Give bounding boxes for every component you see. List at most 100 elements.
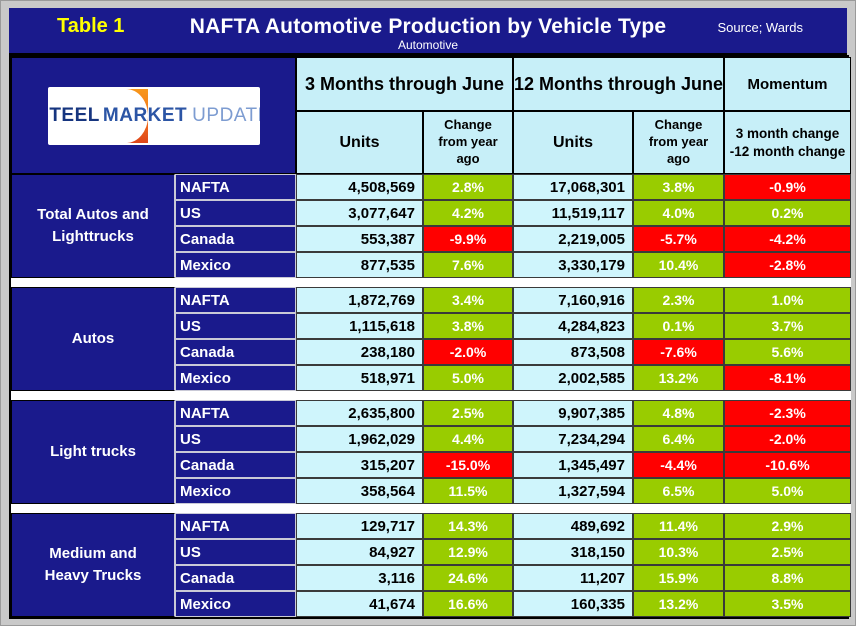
region-cell: NAFTA [175,513,296,539]
region-cell: Canada [175,452,296,478]
momentum-cell: 3.7% [724,313,851,339]
change-12mo-cell: 3.8% [633,174,724,200]
change-12mo-cell: 6.4% [633,426,724,452]
momentum-cell: -4.2% [724,226,851,252]
region-cell: US [175,313,296,339]
change-12mo-cell: 13.2% [633,365,724,391]
change-3mo-cell: 2.8% [423,174,513,200]
change-3mo-cell: 14.3% [423,513,513,539]
units-12mo-cell: 873,508 [513,339,633,365]
region-cell: NAFTA [175,174,296,200]
region-cell: US [175,539,296,565]
momentum-cell: -8.1% [724,365,851,391]
units-12mo-cell: 9,907,385 [513,400,633,426]
momentum-cell: -0.9% [724,174,851,200]
change-12mo-cell: -5.7% [633,226,724,252]
momentum-cell: 2.9% [724,513,851,539]
change-3mo-cell: 2.5% [423,400,513,426]
change-3mo-cell: 4.2% [423,200,513,226]
units-12mo-cell: 1,327,594 [513,478,633,504]
region-cell: US [175,200,296,226]
units-12mo-cell: 1,345,497 [513,452,633,478]
change-12mo-cell: 4.0% [633,200,724,226]
change-3mo-cell: 3.4% [423,287,513,313]
group-label-light-trucks: Light trucks [11,400,175,504]
change-3mo-cell: 16.6% [423,591,513,617]
change-3mo-cell: -9.9% [423,226,513,252]
group-separator [11,278,851,287]
momentum-cell: 0.2% [724,200,851,226]
momentum-cell: -2.0% [724,426,851,452]
change-12mo-cell: 15.9% [633,565,724,591]
column-header-3-months: 3 Months through June [296,57,513,111]
units-3mo-cell: 1,115,618 [296,313,423,339]
steel-market-update-logo: STEEL MARKET UPDATE [47,86,260,145]
momentum-cell: 5.6% [724,339,851,365]
region-cell: Canada [175,565,296,591]
units-12mo-cell: 7,234,294 [513,426,633,452]
units-3mo-cell: 3,116 [296,565,423,591]
change-12mo-cell: 13.2% [633,591,724,617]
page-title: NAFTA Automotive Production by Vehicle T… [189,15,667,38]
units-3mo-cell: 2,635,800 [296,400,423,426]
production-table: STEEL MARKET UPDATE 3 Months through Jun… [9,55,851,619]
units-3mo-cell: 84,927 [296,539,423,565]
change-12mo-cell: 10.4% [633,252,724,278]
momentum-cell: -10.6% [724,452,851,478]
units-3mo-cell: 518,971 [296,365,423,391]
change-3mo-cell: 12.9% [423,539,513,565]
momentum-cell: -2.8% [724,252,851,278]
change-3mo-cell: 7.6% [423,252,513,278]
change-12mo-cell: 2.3% [633,287,724,313]
units-12mo-cell: 7,160,916 [513,287,633,313]
units-3mo-cell: 1,962,029 [296,426,423,452]
units-12mo-cell: 318,150 [513,539,633,565]
units-3mo-cell: 877,535 [296,252,423,278]
units-12mo-cell: 17,068,301 [513,174,633,200]
logo-word-update: UPDATE [192,104,259,126]
region-cell: US [175,426,296,452]
momentum-cell: -2.3% [724,400,851,426]
subheader-units-3mo: Units [296,111,423,174]
region-cell: Canada [175,226,296,252]
change-3mo-cell: -2.0% [423,339,513,365]
units-12mo-cell: 2,219,005 [513,226,633,252]
units-12mo-cell: 2,002,585 [513,365,633,391]
region-cell: Mexico [175,252,296,278]
momentum-cell: 2.5% [724,539,851,565]
change-3mo-cell: 3.8% [423,313,513,339]
table-number-label: Table 1 [57,15,125,37]
group-label-autos: Autos [11,287,175,391]
units-3mo-cell: 129,717 [296,513,423,539]
units-3mo-cell: 315,207 [296,452,423,478]
units-12mo-cell: 3,330,179 [513,252,633,278]
change-3mo-cell: 5.0% [423,365,513,391]
subheader-change-3mo: Change from year ago [423,111,513,174]
column-header-12-months: 12 Months through June [513,57,724,111]
units-12mo-cell: 11,519,117 [513,200,633,226]
subtitle: Automotive [397,38,459,52]
title-band: Table 1 NAFTA Automotive Production by V… [9,8,847,55]
units-12mo-cell: 489,692 [513,513,633,539]
units-12mo-cell: 4,284,823 [513,313,633,339]
units-3mo-cell: 41,674 [296,591,423,617]
change-12mo-cell: 4.8% [633,400,724,426]
column-header-momentum: Momentum [724,57,851,111]
group-label-medium-heavy: Medium and Heavy Trucks [11,513,175,617]
units-3mo-cell: 238,180 [296,339,423,365]
change-12mo-cell: 0.1% [633,313,724,339]
group-separator [11,504,851,513]
momentum-cell: 1.0% [724,287,851,313]
orange-crescent-icon [125,88,148,143]
units-3mo-cell: 553,387 [296,226,423,252]
units-12mo-cell: 11,207 [513,565,633,591]
group-label-total: Total Autos and Lighttrucks [11,174,175,278]
logo-cell: STEEL MARKET UPDATE [11,57,296,174]
units-3mo-cell: 358,564 [296,478,423,504]
units-3mo-cell: 4,508,569 [296,174,423,200]
change-12mo-cell: 11.4% [633,513,724,539]
region-cell: Mexico [175,478,296,504]
change-12mo-cell: 10.3% [633,539,724,565]
region-cell: Canada [175,339,296,365]
